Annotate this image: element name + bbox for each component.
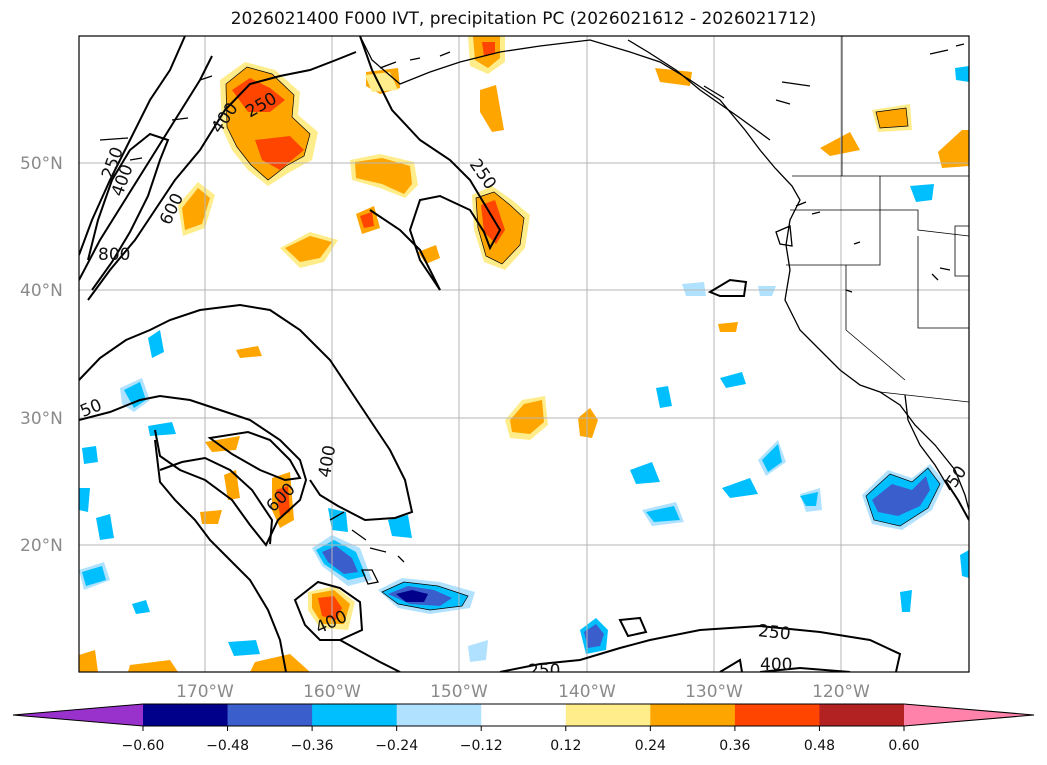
lat-label: 20°N: [20, 536, 63, 556]
colorbar-tick-label: 0.48: [804, 738, 835, 754]
lon-label: 160°W: [303, 682, 361, 702]
colorbar-tick-label: 0.12: [550, 738, 581, 754]
colorbar-tick-label: 0.24: [635, 738, 666, 754]
colorbar-extend-high: [904, 704, 1034, 726]
ivt-contours: [79, 36, 969, 672]
colorbar-segment: [650, 704, 736, 726]
colorbar-extend-low: [13, 704, 143, 726]
latitude-labels: 50°N 40°N 30°N 20°N: [20, 154, 63, 556]
lon-label: 150°W: [430, 682, 488, 702]
colorbar-segment: [396, 704, 482, 726]
lon-label: 170°W: [176, 682, 234, 702]
lon-label: 130°W: [685, 682, 743, 702]
colorbar-tick-label: −0.36: [291, 738, 334, 754]
colorbar-tick-label: 0.36: [719, 738, 750, 754]
contour-label: 400: [760, 655, 792, 675]
colorbar-segment: [143, 704, 229, 726]
contour-label: 250: [757, 621, 791, 644]
colorbar: −0.60 −0.48 −0.36 −0.24 −0.12 0.12 0.24 0.36 0.4…: [12, 703, 1035, 754]
colorbar-segment: [227, 704, 313, 726]
colorbar-segment: [312, 704, 398, 726]
map-panel: [79, 36, 969, 672]
lon-label: 140°W: [558, 682, 616, 702]
colorbar-tick-label: −0.60: [122, 738, 165, 754]
longitude-labels: 170°W 160°W 150°W 140°W 130°W 120°W: [176, 682, 870, 702]
colorbar-tick-label: −0.48: [206, 738, 249, 754]
colorbar-tick-label: −0.12: [460, 738, 503, 754]
contour-label: 250: [528, 661, 560, 681]
colorbar-segment: [481, 704, 567, 726]
graticule: [79, 36, 969, 672]
lat-label: 40°N: [20, 281, 63, 301]
colorbar-segment: [819, 704, 905, 726]
colorbar-segment: [565, 704, 651, 726]
state-borders: [786, 36, 969, 403]
colorbar-tick-label: 0.60: [888, 738, 919, 754]
lat-label: 50°N: [20, 154, 63, 174]
lon-label: 120°W: [812, 682, 870, 702]
contour-label: 800: [98, 245, 130, 265]
colorbar-tick-label: −0.24: [375, 738, 418, 754]
lat-label: 30°N: [20, 409, 63, 429]
map-frame: [78, 35, 970, 673]
coastline: [99, 36, 969, 585]
colorbar-segment: [734, 704, 820, 726]
precip-outline-contours: [225, 66, 941, 611]
map-title: 2026021400 F000 IVT, precipitation PC (2…: [230, 9, 817, 29]
